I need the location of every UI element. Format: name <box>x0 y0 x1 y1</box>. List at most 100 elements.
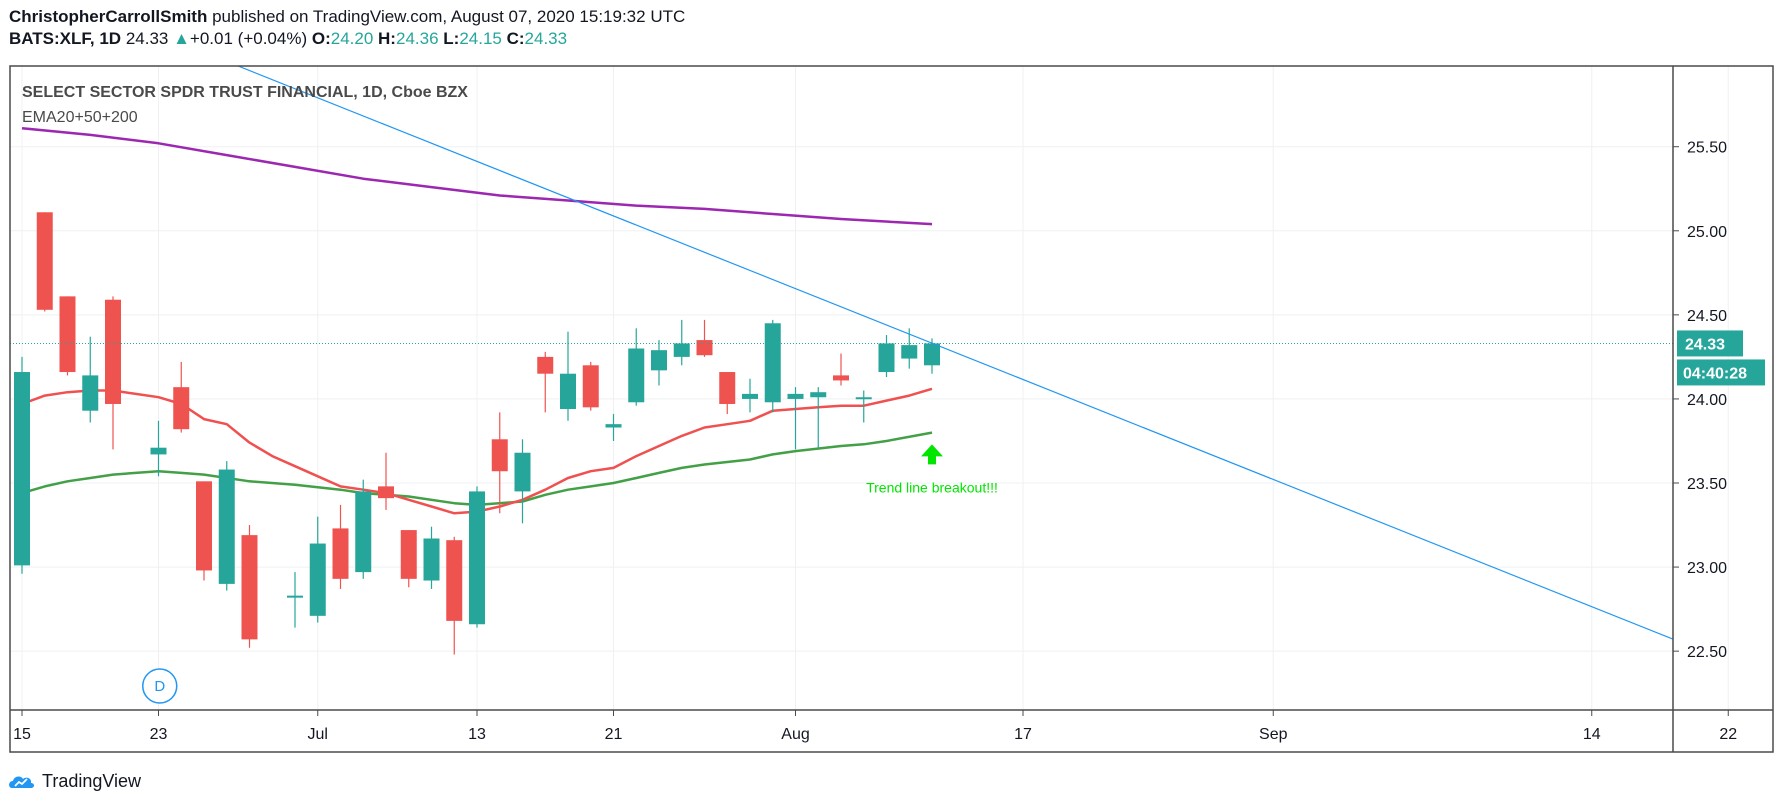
candle <box>14 356 30 574</box>
x-tick-label: 23 <box>150 726 168 743</box>
change-up-icon: ▲ <box>173 29 190 48</box>
x-tick-label: 22 <box>1719 726 1737 743</box>
candle <box>855 390 872 423</box>
candle-body <box>378 486 394 499</box>
candle-body <box>628 348 645 403</box>
tradingview-brand[interactable]: TradingView <box>42 770 142 791</box>
candle-body <box>901 345 918 359</box>
x-tick-label: 21 <box>605 726 623 743</box>
chart-frame <box>9 65 1774 753</box>
trendline <box>237 66 1673 640</box>
candle <box>59 296 76 376</box>
candle <box>878 335 895 378</box>
candle <box>355 479 372 579</box>
candle <box>36 212 53 312</box>
close-label: C: <box>506 29 525 48</box>
countdown-tag-text: 04:40:28 <box>1683 365 1747 382</box>
candle <box>696 319 713 357</box>
annotation-layer: Trend line breakout!!! <box>866 444 998 496</box>
outer-frame <box>9 65 1774 753</box>
x-tick-label: 13 <box>468 726 486 743</box>
chart-title: SELECT SECTOR SPDR TRUST FINANCIAL, 1D, … <box>22 84 468 101</box>
last-price-value: 24.33 <box>125 29 169 48</box>
candle <box>764 319 781 413</box>
candle-body <box>59 296 76 373</box>
high-label: H: <box>378 29 396 48</box>
candle <box>287 572 303 628</box>
candle-body <box>878 343 895 373</box>
candle <box>901 328 918 369</box>
candle-body <box>150 447 167 455</box>
price-tags: 24.33 04:40:28 <box>1677 330 1765 386</box>
candle-body <box>696 340 713 356</box>
y-tick-label: 23.50 <box>1687 476 1727 493</box>
author-name[interactable]: ChristopherCarrollSmith <box>9 7 208 26</box>
y-tick-label: 23.00 <box>1687 560 1727 577</box>
candle <box>742 378 758 413</box>
candle-body <box>742 393 758 399</box>
breakout-arrow-icon <box>921 444 943 465</box>
candle <box>332 504 349 589</box>
candle <box>605 414 622 441</box>
candle <box>491 412 508 514</box>
candle <box>173 361 190 433</box>
published-text: published on TradingView.com, August 07,… <box>207 7 686 26</box>
candle-body <box>719 372 736 404</box>
candle-body <box>491 439 508 472</box>
candle <box>400 530 417 588</box>
candle <box>628 328 645 406</box>
indicator-legend[interactable]: EMA20+50+200 <box>22 109 138 126</box>
low-label: L: <box>443 29 460 48</box>
candles <box>14 212 940 655</box>
x-tick-label: 14 <box>1583 726 1601 743</box>
candle <box>833 353 849 386</box>
candle-body <box>651 350 667 371</box>
candle-body <box>446 540 463 621</box>
candle-body <box>36 212 53 310</box>
open-value: 24.20 <box>330 29 374 48</box>
tradingview-logo-icon[interactable] <box>8 771 36 791</box>
candle <box>651 340 667 386</box>
candle <box>469 486 485 628</box>
candle-body <box>105 299 121 404</box>
dividend-marker[interactable]: D <box>142 668 178 704</box>
x-tick-label: Jul <box>308 726 328 743</box>
candle-body <box>833 375 849 381</box>
chart-header: ChristopherCarrollSmith published on Tra… <box>9 6 685 50</box>
candle <box>218 461 235 591</box>
y-tick-label: 25.00 <box>1687 224 1727 241</box>
price-axis[interactable]: 22.50 23.00 23.50 24.00 24.50 25.00 25.50 <box>1673 140 1727 661</box>
time-axis[interactable]: 15 23 Jul 13 21 Aug 17 Sep 14 22 <box>13 710 1737 743</box>
candle <box>787 387 804 450</box>
plot-area[interactable] <box>10 66 1783 707</box>
change-value: +0.01 (+0.04%) <box>189 29 308 48</box>
candle <box>810 387 827 448</box>
dividend-marker-circle[interactable] <box>142 668 178 704</box>
candle-body <box>787 393 804 399</box>
candle-body <box>14 372 30 566</box>
candle <box>309 516 326 623</box>
candle-body <box>400 530 417 579</box>
candle-body <box>855 397 872 400</box>
candle-body <box>355 491 372 573</box>
open-label: O: <box>311 29 331 48</box>
candle-body <box>287 595 303 598</box>
trendline-layer <box>237 66 1673 640</box>
dividend-marker-label: D <box>154 678 165 695</box>
candle <box>446 536 463 655</box>
ohlc-line: BATS:XLF, 1D 24.33 ▲+0.01 (+0.04%) O:24.… <box>9 28 685 50</box>
candle-body <box>309 543 326 616</box>
candle <box>537 351 554 413</box>
candle-body <box>332 528 349 579</box>
high-value: 24.36 <box>395 29 439 48</box>
low-value: 24.15 <box>459 29 502 48</box>
candle-body <box>469 491 485 625</box>
candle-body <box>82 375 99 411</box>
candle <box>719 372 736 415</box>
candle <box>423 526 440 589</box>
publish-line: ChristopherCarrollSmith published on Tra… <box>9 6 685 28</box>
symbol-label: BATS:XLF, 1D <box>9 29 122 48</box>
candle-body <box>537 356 554 374</box>
candle <box>105 296 121 450</box>
